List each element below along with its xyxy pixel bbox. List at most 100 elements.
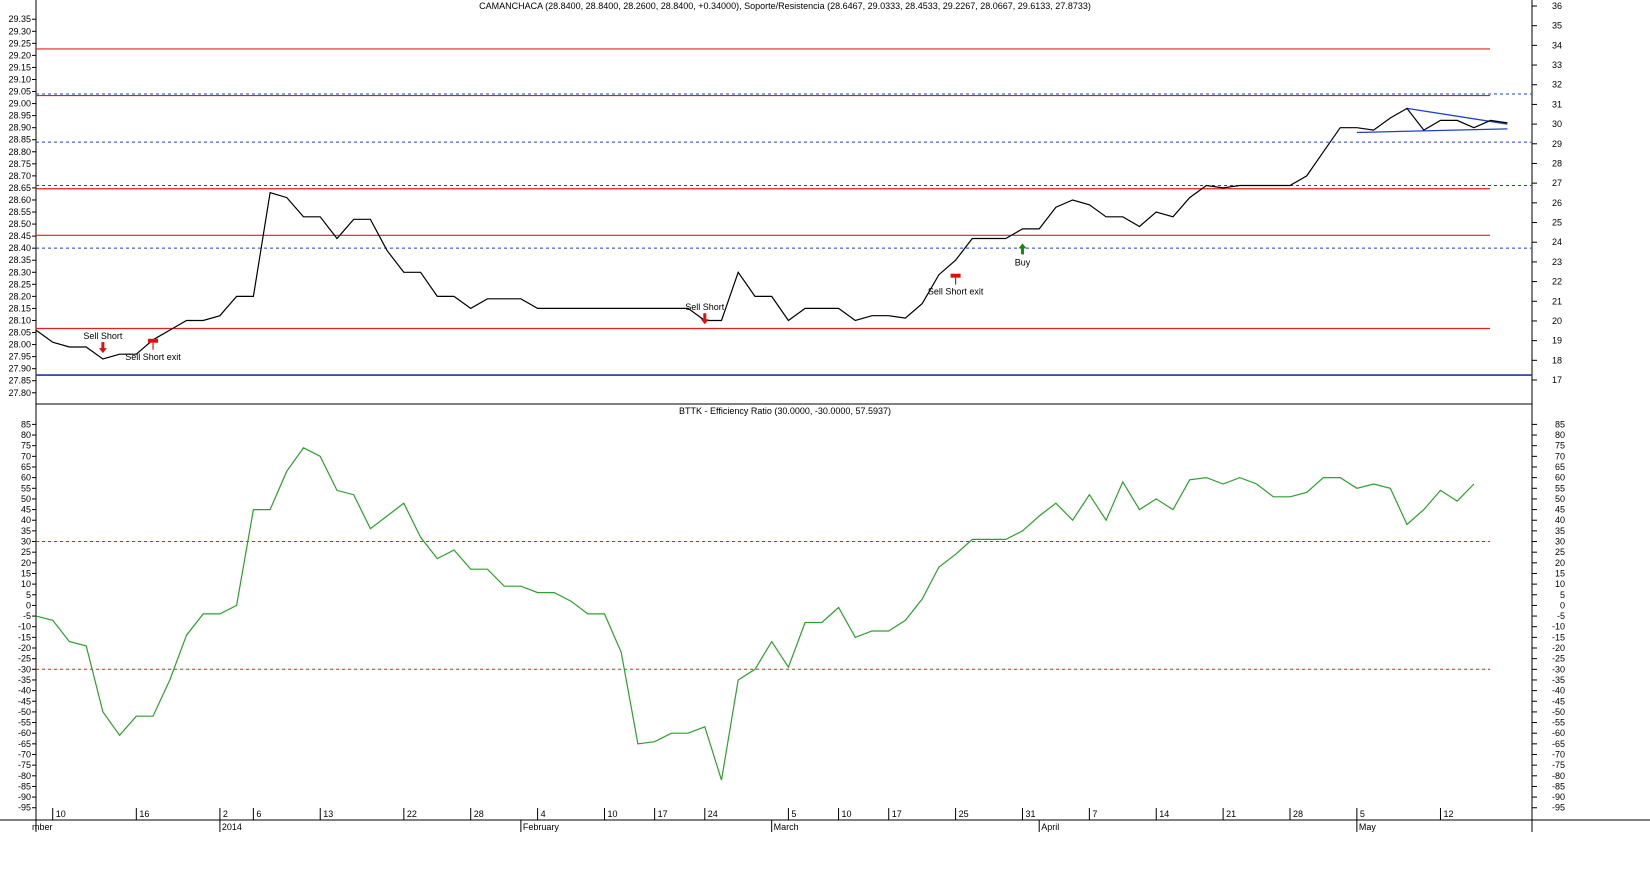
indicator-right-tick-label: 45 [1555, 505, 1565, 515]
indicator-left-tick-label: -55 [18, 718, 31, 728]
indicator-right-tick-label: -85 [1552, 781, 1565, 791]
indicator-left-tick-label: 0 [26, 600, 31, 610]
indicator-right-axis: 8580757065605550454035302520151050-5-10-… [1532, 419, 1565, 813]
indicator-right-tick-label: -65 [1552, 739, 1565, 749]
price-left-tick-label: 28.15 [8, 303, 31, 313]
day-tick-label: 13 [323, 809, 333, 819]
indicator-left-tick-label: -30 [18, 664, 31, 674]
price-left-tick-label: 29.10 [8, 74, 31, 84]
day-tick-label: 6 [256, 809, 261, 819]
price-left-tick-label: 28.70 [8, 171, 31, 181]
price-levels [36, 48, 1532, 376]
indicator-left-tick-label: 15 [21, 568, 31, 578]
indicator-left-tick-label: 20 [21, 558, 31, 568]
indicator-left-tick-label: -10 [18, 622, 31, 632]
indicator-right-tick-label: 85 [1555, 419, 1565, 429]
indicator-left-tick-label: -65 [18, 739, 31, 749]
day-tick-label: 10 [56, 809, 66, 819]
price-left-tick-label: 28.40 [8, 243, 31, 253]
indicator-left-tick-label: 65 [21, 462, 31, 472]
price-left-tick-label: 27.90 [8, 364, 31, 374]
price-left-tick-label: 28.65 [8, 183, 31, 193]
price-left-tick-label: 28.85 [8, 135, 31, 145]
indicator-right-tick-label: -40 [1552, 686, 1565, 696]
indicator-left-tick-label: 5 [26, 590, 31, 600]
signal-label: Sell Short [83, 331, 123, 341]
indicator-series [35, 447, 1475, 781]
exit-marker-icon [148, 338, 159, 343]
triangle-pattern-line [1406, 107, 1508, 125]
price-left-tick-label: 28.55 [8, 207, 31, 217]
month-tick-label: February [523, 822, 560, 832]
price-left-tick-label: 28.75 [8, 159, 31, 169]
price-left-tick-label: 28.00 [8, 340, 31, 350]
indicator-left-tick-label: 60 [21, 473, 31, 483]
indicator-left-tick-label: -75 [18, 760, 31, 770]
price-left-tick-label: 28.80 [8, 147, 31, 157]
price-right-tick-label: 22 [1552, 277, 1562, 287]
indicator-right-tick-label: 30 [1555, 537, 1565, 547]
day-tick-label: 28 [1293, 809, 1303, 819]
indicator-right-tick-label: -80 [1552, 771, 1565, 781]
price-left-tick-label: 27.85 [8, 376, 31, 386]
price-left-tick-label: 28.20 [8, 291, 31, 301]
signal-label: Sell Short exit [125, 352, 181, 362]
indicator-right-tick-label: 10 [1555, 579, 1565, 589]
sell-short-arrow-icon [98, 342, 107, 354]
price-right-tick-label: 31 [1552, 99, 1562, 109]
price-right-tick-label: 35 [1552, 21, 1562, 31]
price-right-tick-label: 21 [1552, 296, 1562, 306]
day-tick-label: 12 [1443, 809, 1453, 819]
price-right-tick-label: 30 [1552, 119, 1562, 129]
indicator-left-tick-label: -50 [18, 707, 31, 717]
indicator-left-tick-label: 40 [21, 515, 31, 525]
price-series [35, 107, 1508, 360]
indicator-left-tick-label: -95 [18, 803, 31, 813]
indicator-right-tick-label: -35 [1552, 675, 1565, 685]
indicator-right-tick-label: -15 [1552, 632, 1565, 642]
indicator-right-tick-label: 70 [1555, 451, 1565, 461]
price-left-tick-label: 29.05 [8, 87, 31, 97]
price-left-tick-label: 28.30 [8, 267, 31, 277]
exit-marker-icon [950, 273, 961, 278]
month-tick-label: April [1041, 822, 1059, 832]
indicator-right-tick-label: -75 [1552, 760, 1565, 770]
indicator-left-axis: 8580757065605550454035302520151050-5-10-… [18, 419, 36, 813]
price-right-tick-label: 27 [1552, 178, 1562, 188]
price-right-tick-label: 20 [1552, 316, 1562, 326]
indicator-right-tick-label: -55 [1552, 718, 1565, 728]
indicator-right-tick-label: -50 [1552, 707, 1565, 717]
price-left-tick-label: 29.25 [8, 38, 31, 48]
price-left-tick-label: 28.50 [8, 219, 31, 229]
day-tick-label: 25 [959, 809, 969, 819]
price-left-tick-label: 27.80 [8, 388, 31, 398]
indicator-left-tick-label: -5 [23, 611, 31, 621]
indicator-right-tick-label: -90 [1552, 792, 1565, 802]
indicator-right-tick-label: 15 [1555, 568, 1565, 578]
indicator-left-tick-label: 35 [21, 526, 31, 536]
price-left-tick-label: 29.35 [8, 14, 31, 24]
indicator-right-tick-label: -45 [1552, 696, 1565, 706]
price-right-tick-label: 26 [1552, 198, 1562, 208]
day-tick-label: 5 [791, 809, 796, 819]
day-tick-label: 10 [607, 809, 617, 819]
efficiency-ratio-line [35, 447, 1475, 781]
signal-label: Buy [1015, 257, 1031, 267]
indicator-right-tick-label: -10 [1552, 622, 1565, 632]
day-tick-label: 28 [474, 809, 484, 819]
price-right-tick-label: 34 [1552, 40, 1562, 50]
day-tick-label: 5 [1360, 809, 1365, 819]
month-tick-label: March [774, 822, 799, 832]
price-right-tick-label: 19 [1552, 336, 1562, 346]
indicator-left-tick-label: -15 [18, 632, 31, 642]
indicator-right-tick-label: 55 [1555, 483, 1565, 493]
day-tick-label: 31 [1025, 809, 1035, 819]
chart-frame [0, 0, 1650, 832]
price-panel-title: CAMANCHACA (28.8400, 28.8400, 28.2600, 2… [479, 1, 1091, 11]
indicator-left-tick-label: 25 [21, 547, 31, 557]
triangle-pattern-line [1356, 128, 1508, 134]
indicator-right-tick-label: -25 [1552, 654, 1565, 664]
day-tick-label: 14 [1159, 809, 1169, 819]
indicator-right-tick-label: 5 [1560, 590, 1565, 600]
indicator-right-tick-label: 75 [1555, 441, 1565, 451]
